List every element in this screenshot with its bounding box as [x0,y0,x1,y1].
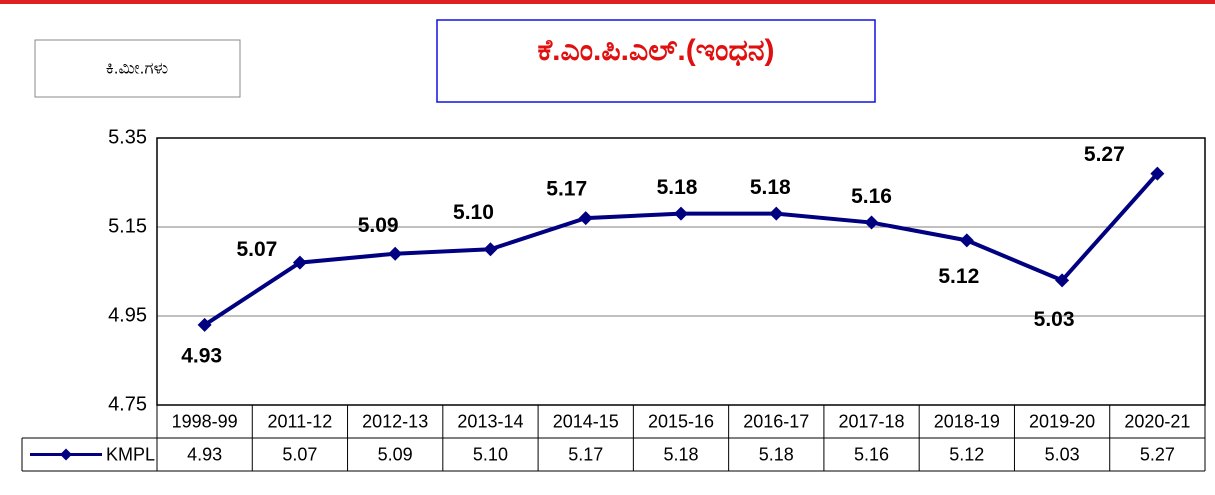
marker [197,317,212,332]
marker [292,255,307,270]
data-label: 5.17 [546,178,587,201]
data-label: 5.09 [358,214,399,237]
marker [864,215,879,230]
table-value: 5.17 [568,444,603,464]
data-label: 5.03 [1034,308,1075,331]
x-tick-label: 2020-21 [1124,411,1190,431]
title-box [436,19,876,103]
data-label: 5.07 [236,238,277,261]
legend-marker [60,448,72,461]
marker [578,211,593,226]
y-tick-label: 4.95 [108,304,147,326]
table-value: 5.09 [378,444,413,464]
marker [674,206,688,221]
x-tick-label: 2016-17 [743,411,809,431]
table-value: 5.18 [759,444,794,464]
x-tick-label: 2019-20 [1029,411,1095,431]
x-tick-label: 2015-16 [648,411,714,431]
plot-border [156,137,1206,406]
y-tick-label: 5.35 [108,126,147,148]
x-tick-label: 2013-14 [457,411,523,431]
data-label: 5.12 [938,265,979,288]
top-bar [0,0,1215,4]
x-tick-label: 2014-15 [553,411,619,431]
data-label: 5.18 [750,176,791,199]
x-tick-label: 2012-13 [362,411,428,431]
table-value: 5.27 [1140,444,1175,464]
data-label: 4.93 [181,344,222,367]
data-label: 5.27 [1084,143,1125,166]
marker [1055,273,1070,288]
y-tick-label: 5.15 [108,215,147,237]
x-tick-label: 2017-18 [839,411,905,431]
unit-box [34,39,241,98]
legend-label: KMPL [106,444,155,464]
x-tick-label: 2011-12 [268,411,333,431]
table-value: 5.12 [949,444,984,464]
data-label: 5.16 [851,185,892,208]
marker [1150,166,1165,181]
y-tick-label: 4.75 [108,393,147,415]
x-tick-label: 1998-99 [172,411,238,431]
marker [959,233,974,248]
table-value: 5.07 [282,444,317,464]
marker [769,206,784,221]
table-value: 5.10 [473,444,508,464]
x-tick-label: 2018-19 [934,411,1000,431]
table-value: 5.18 [663,444,698,464]
data-label: 5.18 [657,176,698,199]
table-value: 4.93 [187,444,222,464]
marker [483,242,498,257]
table-value: 5.16 [854,444,889,464]
table-value: 5.03 [1045,444,1080,464]
chart-title: ಕೆ.ಎಂ.ಪಿ.ಎಲ್.(ಇಂಧನ) [537,34,774,67]
unit-label: ಕಿ.ಮೀ.ಗಳು [106,58,168,77]
marker [388,246,403,261]
data-label: 5.10 [453,201,494,224]
